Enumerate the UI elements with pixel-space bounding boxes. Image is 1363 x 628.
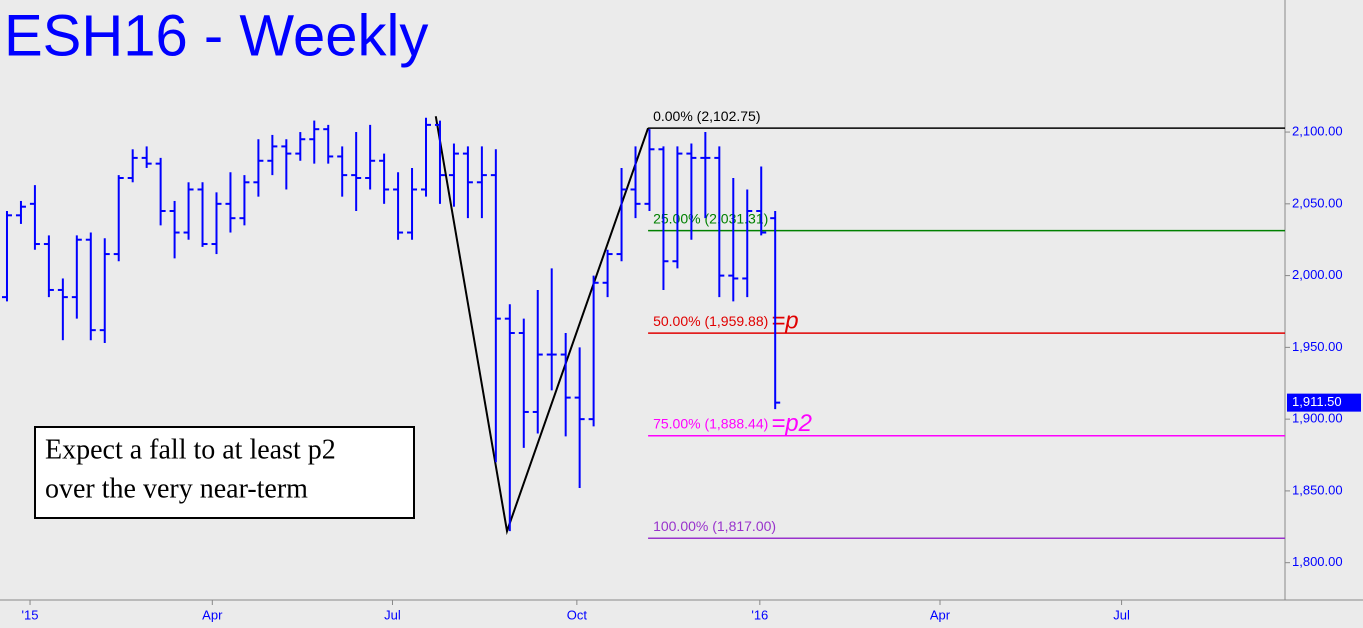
x-tick-label: Jul — [1113, 607, 1130, 622]
x-tick-label: '16 — [751, 607, 768, 622]
fib-label: 25.00% (2,031.31) — [653, 210, 768, 226]
fib-label: 100.00% (1,817.00) — [653, 518, 776, 534]
x-tick-label: '15 — [22, 607, 39, 622]
annotation-text: Expect a fall to at least p2 — [45, 434, 336, 465]
fib-tag: =p2 — [771, 410, 812, 437]
swing-line — [434, 116, 650, 536]
chart-title: ESH16 - Weekly — [4, 3, 428, 68]
annotation-box — [34, 426, 415, 519]
y-tick-label: 2,000.00 — [1292, 267, 1343, 282]
x-tick-label: Oct — [567, 607, 588, 622]
annotation-text: over the very near-term — [45, 473, 308, 504]
fib-label: 0.00% (2,102.75) — [653, 108, 760, 124]
last-price-label: 1,911.50 — [1292, 394, 1342, 409]
x-tick-label: Jul — [384, 607, 401, 622]
fib-label: 75.00% (1,888.44) — [653, 415, 768, 431]
y-tick-label: 2,050.00 — [1292, 195, 1343, 210]
x-tick-label: Apr — [202, 607, 223, 622]
y-tick-label: 1,800.00 — [1292, 554, 1343, 569]
y-tick-label: 1,950.00 — [1292, 339, 1343, 354]
y-tick-label: 2,100.00 — [1292, 123, 1343, 138]
fib-label: 50.00% (1,959.88) — [653, 313, 768, 329]
y-tick-label: 1,850.00 — [1292, 482, 1343, 497]
last-price-tag — [1287, 393, 1361, 412]
x-tick-label: Apr — [930, 607, 951, 622]
y-tick-label: 1,900.00 — [1292, 411, 1343, 426]
